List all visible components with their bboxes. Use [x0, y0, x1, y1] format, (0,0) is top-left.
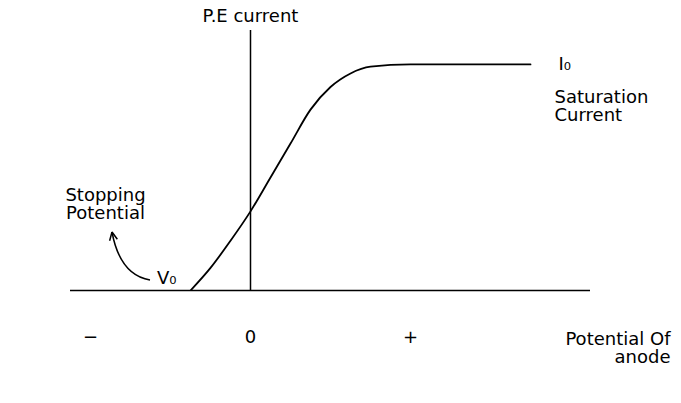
svg-text:Potential Ofanode: Potential Ofanode — [565, 328, 671, 367]
svg-text:P.E current: P.E current — [203, 5, 299, 26]
svg-text:−: − — [83, 326, 98, 347]
svg-text:StoppingPotential: StoppingPotential — [65, 184, 145, 223]
svg-text:V₀: V₀ — [157, 267, 177, 288]
svg-text:0: 0 — [245, 326, 256, 347]
svg-text:+: + — [403, 326, 418, 347]
svg-text:I₀: I₀ — [559, 53, 572, 74]
svg-text:SaturationCurrent: SaturationCurrent — [555, 86, 649, 125]
